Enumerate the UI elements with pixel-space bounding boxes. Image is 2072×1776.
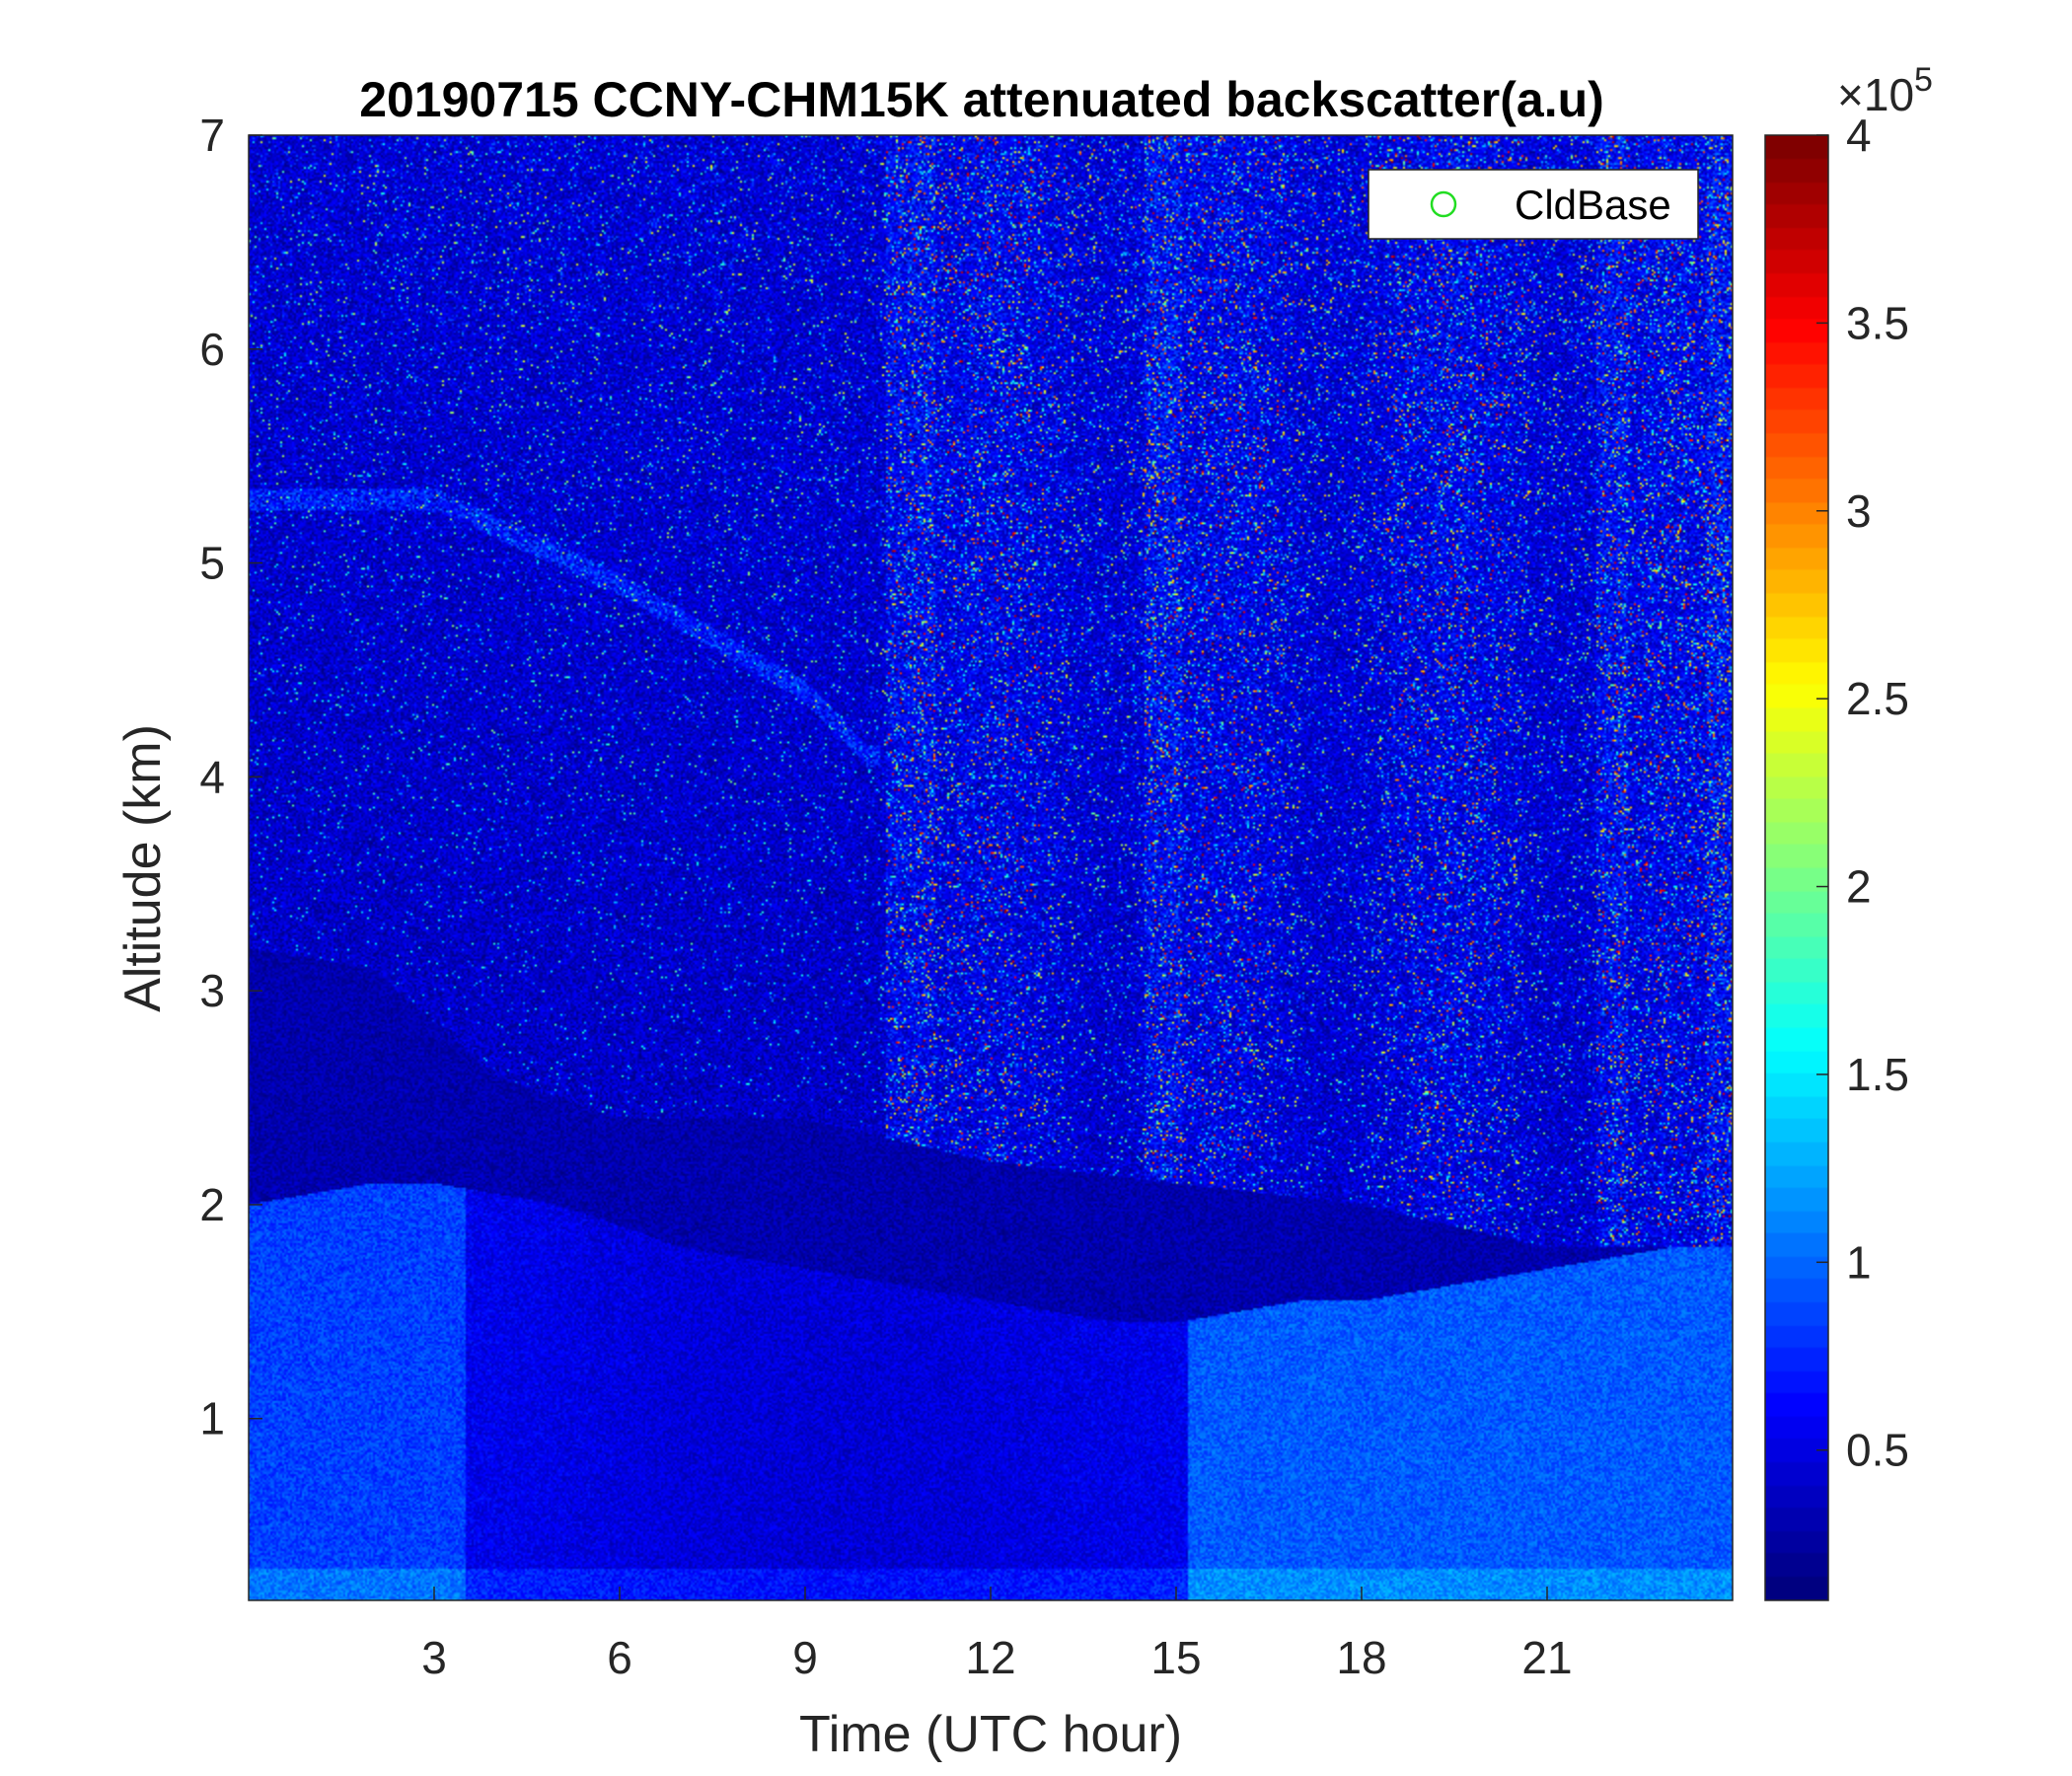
chart-title: 20190715 CCNY-CHM15K attenuated backscat… bbox=[359, 72, 1604, 127]
x-tick-label: 21 bbox=[1521, 1632, 1572, 1683]
legend-box bbox=[1368, 169, 1699, 240]
plot-area bbox=[248, 134, 1734, 1601]
y-tick-label: 7 bbox=[199, 110, 225, 161]
colorbar-tick-label: 0.5 bbox=[1846, 1425, 1909, 1476]
x-axis-label: Time (UTC hour) bbox=[799, 1706, 1182, 1763]
colorbar-tick-label: 1 bbox=[1846, 1236, 1872, 1288]
colorbar-frame bbox=[1764, 134, 1829, 1601]
colorbar-tick-label: 3.5 bbox=[1846, 297, 1909, 348]
colorbar-tick-label: 4 bbox=[1846, 110, 1872, 161]
x-tick-label: 15 bbox=[1150, 1632, 1201, 1683]
heatmap-field bbox=[249, 135, 1733, 1600]
colorbar-tick-label: 2 bbox=[1846, 861, 1872, 913]
y-axis-label: Altitude (km) bbox=[114, 724, 172, 1012]
x-tick-label: 9 bbox=[792, 1632, 818, 1683]
y-tick-label: 3 bbox=[199, 965, 225, 1016]
colorbar-tick-label: 2.5 bbox=[1846, 673, 1909, 724]
colorbar-gradient bbox=[1765, 135, 1828, 1600]
legend[interactable]: CldBase bbox=[1368, 169, 1699, 240]
x-axis: 3 6 9 12 15 18 21 bbox=[421, 1587, 1573, 1683]
colorbar-tick-label: 1.5 bbox=[1846, 1049, 1909, 1100]
y-tick-label: 5 bbox=[199, 538, 225, 589]
colorbar-exponent: ×105 bbox=[1837, 61, 1933, 120]
cldbase-marker-icon bbox=[1430, 190, 1457, 218]
colorbar-tick-label: 3 bbox=[1846, 485, 1872, 537]
x-tick-label: 3 bbox=[421, 1632, 447, 1683]
y-tick-label: 2 bbox=[199, 1179, 225, 1230]
colorbar-axis: 0.5 1 1.5 2 2.5 3 3.5 4 bbox=[1816, 110, 1909, 1476]
legend-entry-cldbase: CldBase bbox=[1515, 182, 1671, 228]
y-tick-label: 6 bbox=[199, 324, 225, 375]
x-tick-label: 18 bbox=[1336, 1632, 1386, 1683]
colorbar: 0.5 1 1.5 2 2.5 3 3.5 4 ×105 bbox=[1764, 61, 1933, 1601]
y-tick-label: 1 bbox=[199, 1393, 225, 1444]
y-axis: 1 2 3 4 5 6 7 bbox=[199, 110, 262, 1444]
y-tick-label: 4 bbox=[199, 751, 225, 802]
x-tick-label: 6 bbox=[607, 1632, 632, 1683]
x-tick-label: 12 bbox=[965, 1632, 1015, 1683]
